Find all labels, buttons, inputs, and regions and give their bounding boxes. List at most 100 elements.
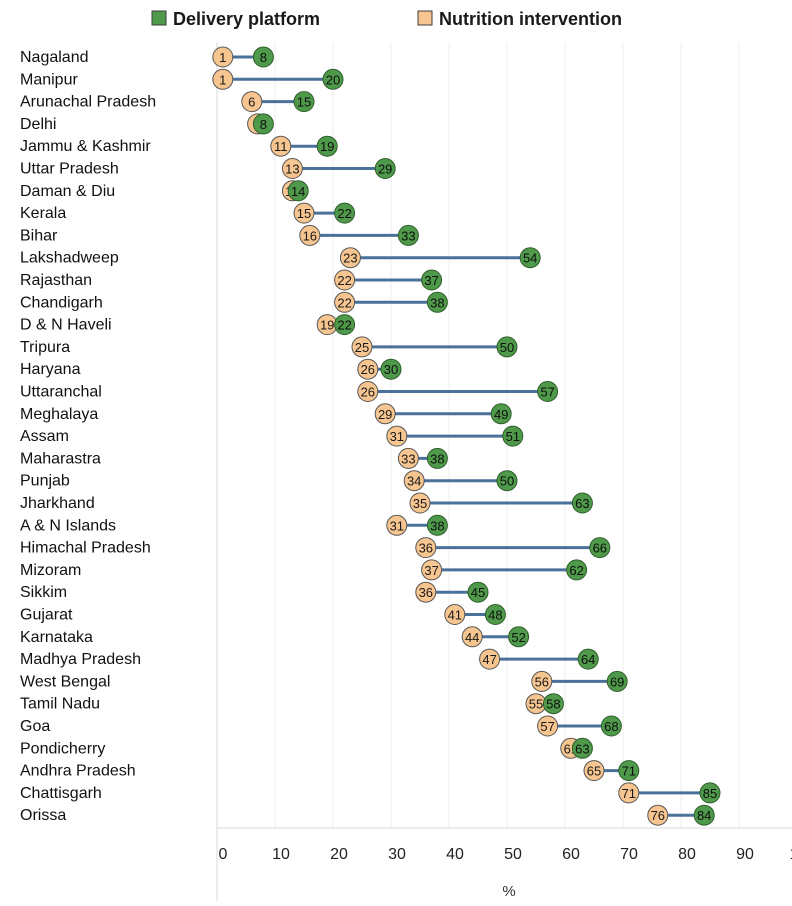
point-nutrition-punjab — [403, 470, 425, 492]
value-label-nutrition-punjab: 34 — [407, 474, 421, 489]
point-delivery-madhya-pradesh — [577, 648, 599, 670]
value-label-delivery-a-and-n-islands: 38 — [430, 518, 444, 533]
category-label-madhya-pradesh: Madhya Pradesh — [20, 651, 141, 668]
point-nutrition-manipur — [212, 68, 234, 90]
point-delivery-gujarat — [484, 604, 506, 625]
value-label-nutrition-sikkim: 36 — [419, 585, 433, 600]
category-label-kerala: Kerala — [20, 205, 66, 222]
point-delivery-tamil-nadu — [542, 693, 564, 715]
point-delivery-jammu-and-kashmir — [316, 135, 338, 157]
value-label-delivery-karnataka: 52 — [511, 630, 525, 645]
value-label-nutrition-lakshadweep: 23 — [343, 251, 357, 266]
value-label-nutrition-meghalaya: 29 — [378, 407, 392, 422]
value-label-nutrition-haryana: 26 — [361, 362, 375, 377]
category-label-rajasthan: Rajasthan — [20, 272, 92, 289]
point-nutrition-arunachal-pradesh — [241, 91, 263, 113]
value-label-nutrition-mizoram: 37 — [424, 563, 438, 578]
x-axis-title: % — [502, 883, 515, 900]
legend-label-nutrition-intervention: Nutrition intervention — [439, 9, 622, 29]
point-nutrition-lakshadweep — [339, 247, 361, 269]
category-label-jammu-and-kashmir: Jammu & Kashmir — [20, 138, 151, 155]
point-delivery-daman-and-diu — [287, 180, 309, 202]
value-label-delivery-mizoram: 62 — [569, 563, 583, 578]
category-label-manipur: Manipur — [20, 71, 78, 88]
x-tick-label-10: 10 — [272, 846, 290, 863]
value-label-delivery-tripura: 50 — [500, 340, 514, 355]
value-label-delivery-west-bengal: 69 — [610, 674, 624, 689]
x-tick-label-80: 80 — [678, 846, 696, 863]
value-label-delivery-haryana: 30 — [384, 362, 398, 377]
value-label-nutrition-tamil-nadu: 55 — [529, 697, 543, 712]
category-label-meghalaya: Meghalaya — [20, 406, 98, 423]
point-nutrition-tripura — [351, 336, 373, 358]
value-label-nutrition-kerala: 15 — [297, 206, 311, 221]
value-label-delivery-maharastra: 38 — [430, 451, 444, 466]
category-labels: Nagaland Manipur Arunachal Pradesh Delhi Jam… — [20, 49, 156, 824]
x-tick-label-70: 70 — [620, 846, 638, 863]
category-label-bihar: Bihar — [20, 227, 58, 244]
point-nutrition-uttar-pradesh — [281, 158, 303, 179]
category-label-goa: Goa — [20, 718, 50, 735]
point-delivery-goa — [600, 715, 622, 737]
point-delivery-himachal-pradesh — [589, 537, 611, 559]
x-tick-label-100: 100 — [790, 846, 792, 863]
value-label-delivery-tamil-nadu: 58 — [546, 697, 560, 712]
value-label-delivery-lakshadweep: 54 — [523, 251, 537, 266]
value-label-delivery-daman-and-diu: 14 — [291, 184, 305, 199]
value-label-nutrition-manipur: 1 — [219, 72, 226, 87]
data-marks: 1812061578111913291314152216332354223722… — [212, 46, 721, 826]
point-delivery-delhi — [252, 113, 274, 135]
value-label-delivery-arunachal-pradesh: 15 — [297, 95, 311, 110]
value-label-delivery-pondicherry: 63 — [575, 741, 589, 756]
value-label-nutrition-tripura: 25 — [355, 340, 369, 355]
value-label-delivery-himachal-pradesh: 66 — [593, 541, 607, 556]
value-label-delivery-chandigarh: 38 — [430, 295, 444, 310]
point-nutrition-orissa — [647, 804, 669, 826]
value-label-nutrition-andhra-pradesh: 65 — [587, 764, 601, 779]
point-nutrition-bihar — [299, 224, 321, 246]
value-label-nutrition-himachal-pradesh: 36 — [419, 541, 433, 556]
point-nutrition-maharastra — [397, 447, 419, 469]
value-label-delivery-manipur: 20 — [326, 72, 340, 87]
value-label-nutrition-chandigarh: 22 — [337, 295, 351, 310]
category-label-delhi: Delhi — [20, 116, 56, 133]
value-label-nutrition-uttaranchal: 26 — [361, 385, 375, 400]
point-delivery-orissa — [693, 804, 715, 826]
point-nutrition-rajasthan — [334, 269, 356, 291]
point-nutrition-kerala — [293, 202, 315, 224]
point-delivery-punjab — [496, 470, 518, 492]
point-delivery-kerala — [334, 202, 356, 224]
value-label-delivery-assam: 51 — [506, 429, 520, 444]
category-label-nagaland: Nagaland — [20, 49, 89, 66]
value-label-nutrition-chattisgarh: 71 — [622, 786, 636, 801]
point-delivery-mizoram — [566, 559, 588, 581]
value-label-delivery-rajasthan: 37 — [424, 273, 438, 288]
value-label-delivery-delhi: 8 — [260, 117, 267, 132]
point-nutrition-chandigarh — [334, 291, 356, 313]
point-delivery-west-bengal — [606, 670, 628, 692]
point-delivery-haryana — [380, 358, 402, 380]
value-label-delivery-chattisgarh: 85 — [703, 786, 717, 801]
plot-area — [216, 42, 792, 901]
category-label-tamil-nadu: Tamil Nadu — [20, 696, 100, 713]
point-delivery-tripura — [496, 336, 518, 358]
value-label-nutrition-rajasthan: 22 — [337, 273, 351, 288]
point-delivery-arunachal-pradesh — [293, 91, 315, 113]
value-label-nutrition-d-and-n-haveli: 19 — [320, 318, 334, 333]
value-label-nutrition-arunachal-pradesh: 6 — [248, 95, 255, 110]
x-tick-labels: 0 10 20 30 40 50 60 70 80 90 100 — [219, 846, 792, 863]
category-label-haryana: Haryana — [20, 361, 81, 378]
value-label-delivery-nagaland: 8 — [260, 50, 267, 65]
category-label-uttaranchal: Uttaranchal — [20, 384, 102, 401]
point-delivery-pondicherry — [571, 737, 593, 759]
value-label-nutrition-goa: 57 — [540, 719, 554, 734]
category-label-arunachal-pradesh: Arunachal Pradesh — [20, 94, 156, 111]
category-label-chandigarh: Chandigarh — [20, 294, 103, 311]
category-label-maharastra: Maharastra — [20, 450, 101, 467]
point-nutrition-nagaland — [212, 46, 234, 68]
point-delivery-uttar-pradesh — [374, 158, 396, 179]
category-label-lakshadweep: Lakshadweep — [20, 250, 119, 267]
category-label-d-and-n-haveli: D & N Haveli — [20, 317, 112, 334]
value-label-nutrition-jharkhand: 35 — [413, 496, 427, 511]
point-nutrition-chattisgarh — [618, 782, 640, 804]
